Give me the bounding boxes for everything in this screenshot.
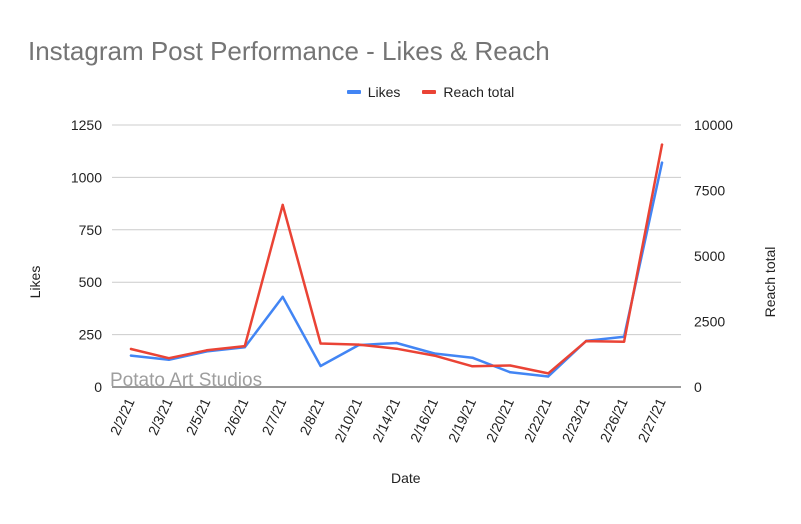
- legend-swatch-reach: [422, 90, 437, 94]
- x-tick-label: 2/26/21: [597, 395, 631, 444]
- x-tick-label: 2/10/21: [331, 395, 365, 444]
- data-point-likes: [471, 356, 474, 359]
- x-tick-label: 2/14/21: [369, 395, 403, 444]
- data-point-reach: [584, 339, 588, 343]
- data-point-reach: [281, 203, 284, 207]
- data-point-reach: [660, 143, 664, 146]
- data-point-reach: [509, 364, 512, 367]
- y-axis-title-left: Likes: [27, 266, 43, 299]
- x-tick-label: 2/8/21: [296, 395, 327, 437]
- y-tick-label-right: 7500: [694, 183, 725, 199]
- x-tick-label: 2/3/21: [145, 395, 176, 437]
- x-tick-label: 2/6/21: [221, 395, 252, 437]
- data-point-likes: [509, 371, 512, 374]
- data-point-likes: [281, 295, 284, 299]
- x-tick-label: 2/2/21: [107, 395, 138, 437]
- data-point-reach: [357, 343, 360, 346]
- x-tick-label: 2/22/21: [521, 395, 555, 444]
- x-axis-title: Date: [391, 470, 421, 486]
- chart-title: Instagram Post Performance - Likes & Rea…: [28, 36, 550, 66]
- y-tick-label-left: 500: [79, 274, 103, 290]
- data-point-reach: [205, 349, 209, 352]
- y-tick-label-right: 2500: [694, 314, 725, 330]
- legend-swatch-likes: [346, 90, 361, 94]
- data-point-reach: [129, 347, 133, 351]
- y-tick-label-left: 1000: [71, 169, 102, 185]
- data-point-likes: [319, 364, 322, 368]
- y-tick-label-left: 0: [94, 379, 102, 395]
- data-point-likes: [547, 375, 550, 378]
- data-point-reach: [433, 354, 436, 357]
- x-tick-label: 2/23/21: [559, 395, 593, 444]
- data-point-reach: [319, 342, 322, 345]
- data-point-reach: [471, 365, 474, 368]
- y-tick-label-right: 10000: [694, 117, 733, 133]
- series-line-reach: [129, 143, 664, 375]
- y-tick-label-left: 750: [79, 222, 103, 238]
- legend-label-reach: Reach total: [443, 84, 515, 100]
- data-point-reach: [395, 347, 398, 350]
- y-tick-label-left: 250: [79, 327, 103, 343]
- y-tick-label-right: 0: [694, 379, 702, 395]
- legend-item-likes[interactable]: Likes: [346, 84, 401, 100]
- data-point-likes: [395, 341, 398, 345]
- x-tick-label: 2/7/21: [258, 395, 289, 437]
- legend-item-reach[interactable]: Reach total: [422, 84, 514, 100]
- watermark-text: Potato Art Studios: [110, 370, 262, 391]
- x-tick-label: 2/27/21: [635, 395, 669, 444]
- data-point-likes: [129, 354, 133, 357]
- x-tick-label: 2/19/21: [445, 395, 479, 444]
- y-tick-label-left: 1250: [71, 117, 102, 133]
- x-tick-label: 2/20/21: [483, 395, 517, 444]
- chart-legend: Likes Reach total: [0, 84, 801, 100]
- legend-label-likes: Likes: [367, 84, 401, 100]
- y-tick-label-right: 5000: [694, 248, 725, 264]
- x-tick-label: 2/5/21: [183, 395, 214, 437]
- data-point-reach: [547, 372, 550, 375]
- x-tick-label: 2/16/21: [407, 395, 441, 444]
- data-point-likes: [660, 161, 664, 164]
- data-point-likes: [433, 352, 436, 355]
- data-point-reach: [622, 340, 626, 343]
- y-axis-title-right: Reach total: [762, 247, 778, 318]
- data-point-reach: [167, 356, 171, 360]
- data-point-reach: [243, 344, 246, 348]
